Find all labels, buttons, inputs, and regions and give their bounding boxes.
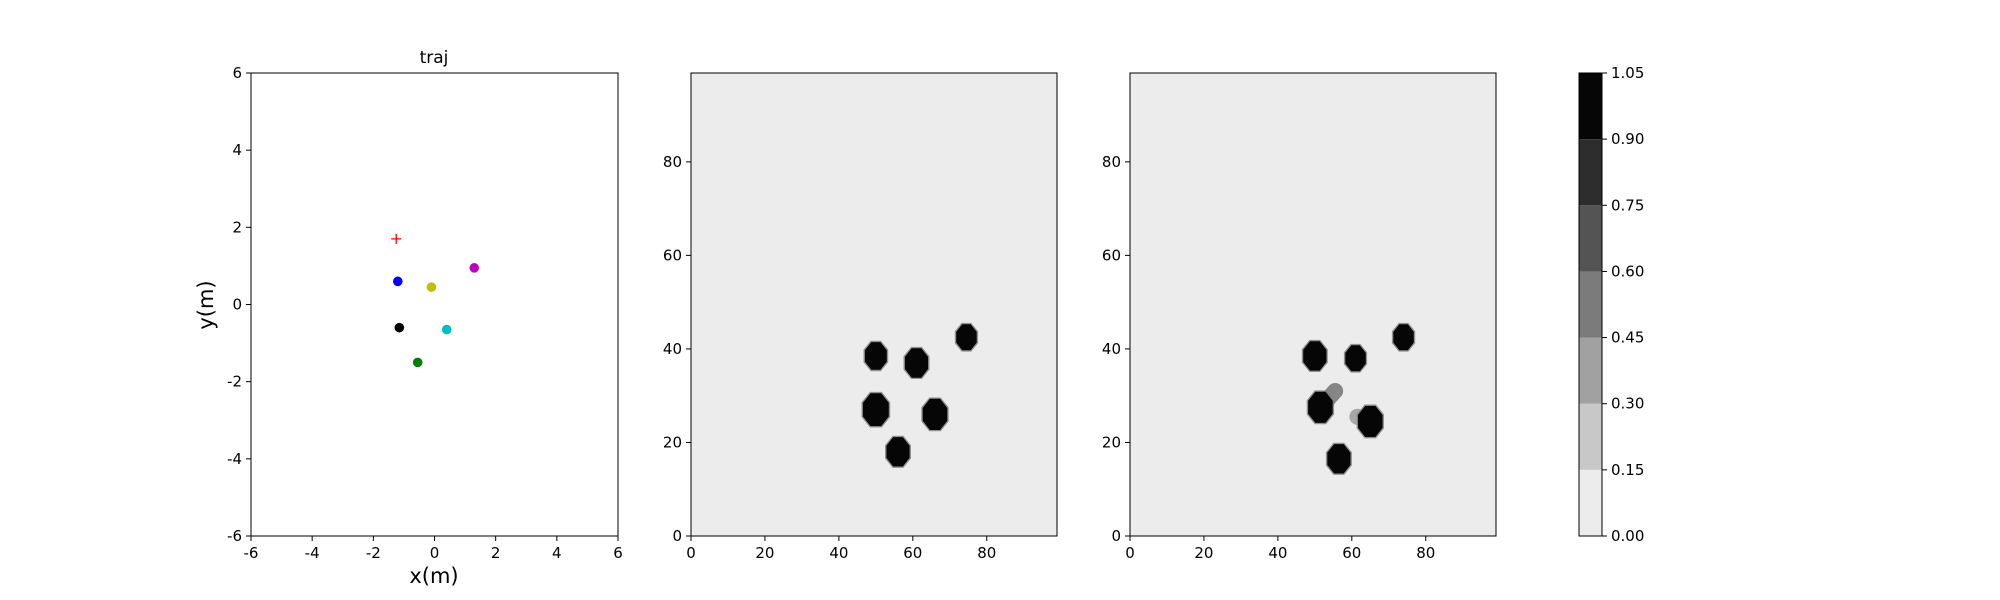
x-tick-label: -4: [305, 544, 320, 562]
x-tick-label: -6: [244, 544, 259, 562]
x-tick-label: 0: [1125, 544, 1135, 562]
colorbar-segment: [1579, 139, 1602, 206]
axes-frame: [1129, 72, 1497, 537]
x-tick-label: -2: [366, 544, 381, 562]
colorbar-segment: [1579, 403, 1602, 470]
y-tick-label: 0: [1111, 527, 1121, 545]
colorbar-tick-label: 0.60: [1611, 262, 1644, 280]
heatmap-blob: [864, 342, 887, 370]
heatmap-blob: [904, 348, 929, 378]
colorbar-segment: [1579, 469, 1602, 536]
colorbar-tick-label: 0.15: [1611, 461, 1644, 479]
agent-point: [393, 276, 403, 287]
heatmap-blob: [1303, 341, 1327, 371]
agent-point: [469, 263, 480, 273]
colorbar-tick-label: 0.75: [1611, 196, 1644, 214]
y-tick-label: 80: [663, 153, 682, 171]
colorbar-tick-label: 0.30: [1611, 395, 1644, 413]
x-tick-label: 40: [829, 544, 848, 562]
colorbar-frame: [1578, 72, 1603, 537]
x-tick-label: 20: [755, 544, 774, 562]
y-tick-label: -2: [227, 373, 242, 391]
y-axis-label: y(m): [194, 280, 218, 329]
colorbar-segment: [1579, 205, 1602, 272]
y-tick-label: 4: [232, 141, 242, 159]
x-tick-label: 40: [1268, 544, 1287, 562]
heatmap-blob: [956, 324, 977, 351]
x-tick-label: 80: [977, 544, 996, 562]
chart-title: traj: [420, 48, 449, 68]
x-tick-label: 2: [491, 544, 501, 562]
heatmap-blob: [1327, 444, 1351, 474]
x-tick-label: 0: [686, 544, 696, 562]
agent-point: [426, 282, 437, 292]
y-tick-label: -6: [227, 527, 242, 545]
colorbar-segment: [1579, 337, 1602, 404]
y-tick-label: 40: [663, 340, 682, 358]
y-tick-label: 60: [1102, 246, 1121, 264]
heatmap-background: [691, 73, 1057, 536]
x-tick-label: 80: [1416, 544, 1435, 562]
y-tick-label: 60: [663, 246, 682, 264]
y-tick-label: -4: [227, 450, 242, 468]
agent-point: [394, 322, 405, 333]
x-tick-label: 4: [552, 544, 562, 562]
colorbar-tick-label: 0.90: [1611, 130, 1644, 148]
heatmap-blob: [1393, 324, 1414, 351]
agent-point: [441, 324, 452, 335]
y-tick-label: 6: [232, 64, 242, 82]
plot-area: [251, 73, 618, 536]
y-tick-label: 20: [663, 433, 682, 451]
colorbar-tick-label: 0.00: [1611, 527, 1644, 545]
heatmap-blob: [862, 393, 889, 427]
heatmap-background: [1130, 73, 1496, 536]
x-tick-label: 60: [1342, 544, 1361, 562]
x-tick-label: 20: [1194, 544, 1213, 562]
y-tick-label: 0: [672, 527, 682, 545]
heatmap-blob: [922, 398, 948, 430]
y-tick-label: 20: [1102, 433, 1121, 451]
colorbar-segment: [1579, 271, 1602, 338]
y-tick-label: 40: [1102, 340, 1121, 358]
x-tick-label: 6: [613, 544, 623, 562]
heatmap-blob: [1345, 345, 1366, 372]
goal-marker: [391, 233, 402, 244]
y-tick-label: 2: [232, 218, 242, 236]
y-tick-label: 80: [1102, 153, 1121, 171]
agent-point: [412, 357, 423, 368]
colorbar-tick-label: 1.05: [1611, 64, 1644, 82]
heatmap-blob: [886, 437, 910, 467]
heatmap-blob: [1358, 405, 1383, 437]
heatmap-blob: [1308, 391, 1333, 423]
axes-frame: [690, 72, 1058, 537]
colorbar-segment: [1579, 73, 1602, 140]
y-tick-label: 0: [232, 296, 242, 314]
colorbar-tick-label: 0.45: [1611, 329, 1644, 347]
x-tick-label: 60: [903, 544, 922, 562]
x-axis-label: x(m): [409, 564, 458, 588]
x-tick-label: 0: [430, 544, 440, 562]
